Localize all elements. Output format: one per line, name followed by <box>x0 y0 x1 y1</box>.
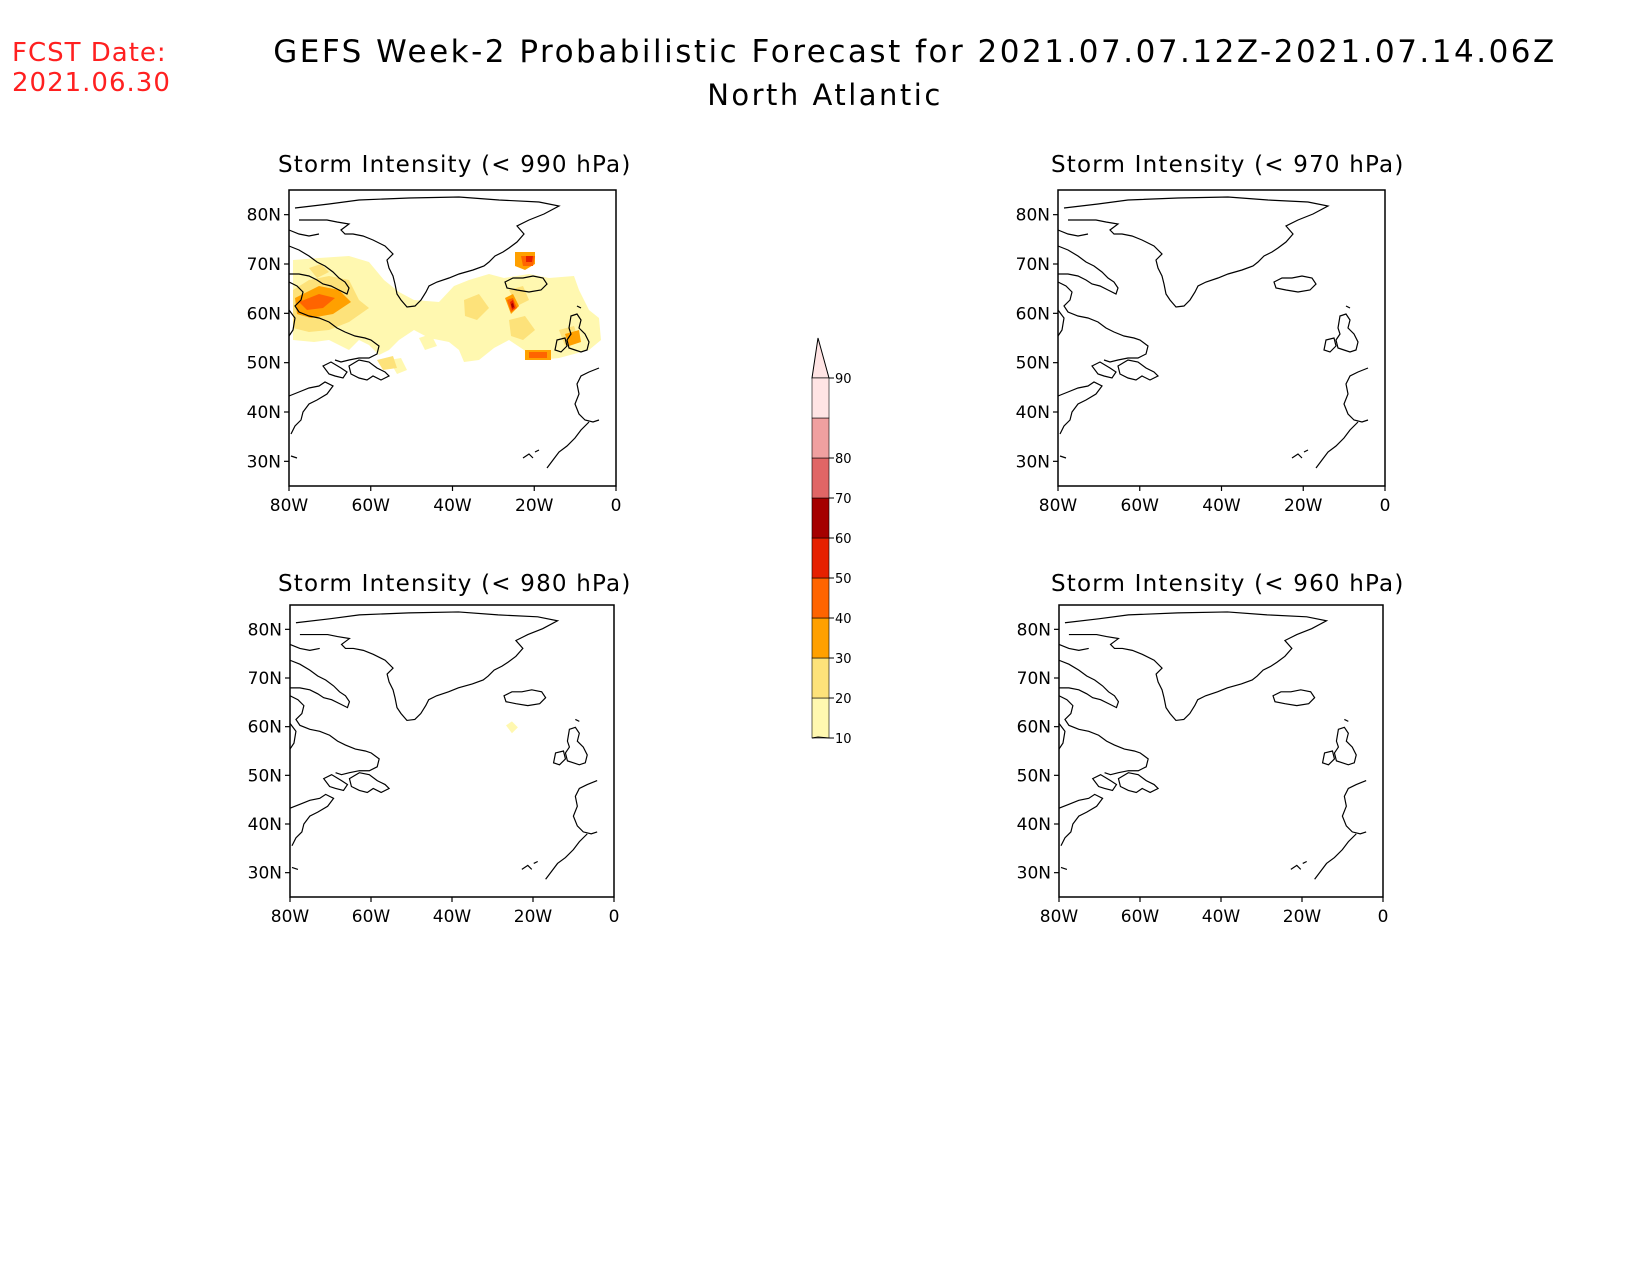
lat-tick-label: 60N <box>1016 304 1050 324</box>
colorbar-swatch <box>811 457 830 499</box>
colorbar-cap-bottom <box>811 736 830 739</box>
lon-tick-label: 0 <box>609 907 620 927</box>
probability-shading <box>506 721 518 734</box>
lon-tick-label: 80W <box>1039 496 1078 516</box>
lat-tick-label: 50N <box>247 354 281 374</box>
coastline <box>1057 196 1369 469</box>
coastline <box>1058 611 1367 880</box>
lon-tick-label: 60W <box>1121 496 1160 516</box>
map-frame <box>1057 189 1386 487</box>
colorbar-label: 40 <box>835 612 852 627</box>
lon-tick-label: 40W <box>433 907 472 927</box>
lat-tick-label: 30N <box>248 864 282 884</box>
colorbar-swatch <box>811 697 830 739</box>
region-title: North Atlantic <box>707 78 943 112</box>
lat-tick-label: 50N <box>1017 766 1051 786</box>
lat-tick-label: 30N <box>1017 864 1051 884</box>
lon-tick-label: 80W <box>271 907 310 927</box>
lon-tick-label: 20W <box>1283 907 1322 927</box>
colorbar-cap-top <box>811 337 830 379</box>
probability-shading <box>293 252 601 374</box>
lon-tick-label: 20W <box>514 907 553 927</box>
map-frame <box>289 604 615 898</box>
colorbar-swatch <box>811 497 830 539</box>
map-panel-1: 80W 60W 40W 20W 0 80N 70N 60N 50N 40N 30N <box>1016 189 1391 516</box>
lon-tick-label: 60W <box>352 907 391 927</box>
lon-tick-label: 0 <box>611 496 622 516</box>
colorbar-label: 70 <box>835 492 852 507</box>
lat-tick-label: 60N <box>1017 718 1051 738</box>
colorbar-label: 90 <box>835 372 852 387</box>
lat-tick-label: 30N <box>1016 452 1050 472</box>
map-frame <box>1058 604 1384 898</box>
fcst-date-label: FCST Date: <box>12 38 167 68</box>
lat-tick-label: 60N <box>247 304 281 324</box>
lat-tick-label: 80N <box>248 620 282 640</box>
colorbar-label: 80 <box>835 452 852 467</box>
colorbar: 10 20 30 40 50 60 70 80 90 <box>811 337 852 747</box>
lat-tick-label: 40N <box>247 403 281 423</box>
colorbar-swatch <box>811 657 830 699</box>
colorbar-label: 50 <box>835 572 852 587</box>
main-title: GEFS Week-2 Probabilistic Forecast for 2… <box>273 34 1557 70</box>
lat-tick-label: 50N <box>1016 354 1050 374</box>
colorbar-swatch <box>811 577 830 619</box>
lon-tick-label: 0 <box>1380 496 1391 516</box>
colorbar-label: 20 <box>835 692 852 707</box>
panel-title-970: Storm Intensity (< 970 hPa) <box>1051 152 1405 178</box>
lon-tick-label: 20W <box>515 496 554 516</box>
lon-tick-label: 0 <box>1378 907 1389 927</box>
lat-tick-label: 70N <box>248 669 282 689</box>
lon-tick-label: 40W <box>1202 907 1241 927</box>
lon-tick-label: 40W <box>1202 496 1241 516</box>
colorbar-swatch <box>811 417 830 459</box>
lon-tick-label: 80W <box>1040 907 1079 927</box>
map-panel-3: 80W 60W 40W 20W 0 80N 70N 60N 50N 40N 30N <box>1017 604 1389 927</box>
colorbar-swatch <box>811 537 830 579</box>
lon-tick-label: 80W <box>270 496 309 516</box>
fcst-date: FCST Date: 2021.06.30 <box>12 38 171 98</box>
lat-tick-label: 70N <box>247 255 281 275</box>
lat-tick-label: 40N <box>1016 403 1050 423</box>
lon-tick-label: 20W <box>1284 496 1323 516</box>
lat-tick-label: 70N <box>1016 255 1050 275</box>
panel-title-990: Storm Intensity (< 990 hPa) <box>278 152 632 178</box>
lat-tick-label: 40N <box>248 815 282 835</box>
colorbar-swatch <box>811 617 830 659</box>
panel-title-980: Storm Intensity (< 980 hPa) <box>278 571 632 597</box>
map-panel-0: 80W 60W 40W 20W 0 80N 70N 60N 50N 40N 30N <box>247 189 622 516</box>
coastline <box>289 611 598 880</box>
map-panel-2: 80W 60W 40W 20W 0 80N 70N 60N 50N 40N 30N <box>248 604 620 927</box>
lat-tick-label: 50N <box>248 766 282 786</box>
colorbar-label: 30 <box>835 652 852 667</box>
lat-tick-label: 40N <box>1017 815 1051 835</box>
lon-tick-label: 60W <box>1121 907 1160 927</box>
lat-tick-label: 60N <box>248 718 282 738</box>
lat-tick-label: 80N <box>1016 206 1050 226</box>
panel-title-960: Storm Intensity (< 960 hPa) <box>1051 571 1405 597</box>
lat-tick-label: 70N <box>1017 669 1051 689</box>
colorbar-label: 10 <box>835 732 852 747</box>
lat-tick-label: 80N <box>247 206 281 226</box>
fcst-date-value: 2021.06.30 <box>12 68 171 98</box>
lon-tick-label: 40W <box>433 496 472 516</box>
colorbar-swatch <box>811 377 830 419</box>
lon-tick-label: 60W <box>352 496 391 516</box>
lat-tick-label: 30N <box>247 452 281 472</box>
lat-tick-label: 80N <box>1017 620 1051 640</box>
colorbar-label: 60 <box>835 532 852 547</box>
